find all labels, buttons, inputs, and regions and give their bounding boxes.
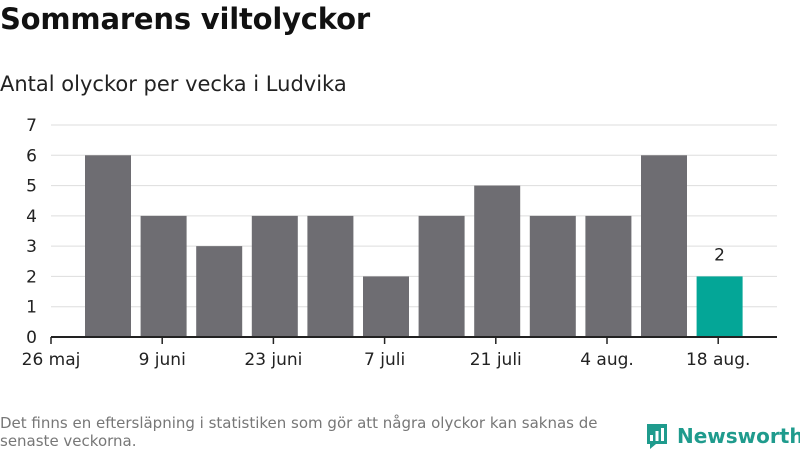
footnote: Det finns en eftersläpning i statistiken… [0, 414, 598, 450]
y-tick-label: 0 [26, 328, 37, 348]
x-tick-label: 4 aug. [580, 350, 634, 370]
y-tick-label: 5 [26, 177, 37, 197]
chart-subtitle: Antal olyckor per vecka i Ludvika [0, 72, 347, 96]
bar [251, 215, 298, 337]
bars [85, 155, 743, 337]
y-tick-label: 2 [26, 267, 37, 287]
bar [529, 215, 576, 337]
chart-title: Sommarens viltolyckor [0, 2, 370, 36]
brand-name: Newsworthy [677, 424, 800, 448]
y-tick-label: 4 [26, 207, 37, 227]
x-tick-label: 21 juli [470, 350, 522, 370]
data-label: 2 [714, 245, 725, 265]
x-tick-label: 7 juli [364, 350, 405, 370]
bar [307, 215, 354, 337]
x-tick-label: 18 aug. [686, 350, 750, 370]
y-axis-ticks: 0 1 2 3 4 5 6 7 [26, 116, 37, 348]
bar [474, 185, 521, 337]
bar [363, 276, 409, 337]
x-tick-label: 9 juni [139, 350, 186, 370]
bar [140, 215, 187, 337]
data-labels: 2 [714, 245, 725, 265]
bar [641, 155, 687, 337]
bar-highlighted [696, 276, 743, 337]
y-tick-label: 1 [26, 298, 37, 318]
bar [85, 155, 131, 337]
brand-logo: Newsworthy [645, 421, 800, 451]
bar [418, 215, 465, 337]
y-tick-label: 3 [26, 237, 37, 257]
x-tick-label: 23 juni [244, 350, 302, 370]
bar [196, 246, 243, 337]
y-tick-label: 7 [26, 116, 37, 136]
y-tick-label: 6 [26, 146, 37, 166]
bar [585, 215, 632, 337]
x-tick-label: 26 maj [22, 350, 81, 370]
x-axis-ticks: 26 maj 9 juni 23 juni 7 juli 21 juli 4 aug. 18… [22, 337, 750, 370]
newsworthy-logo-icon [647, 424, 667, 449]
